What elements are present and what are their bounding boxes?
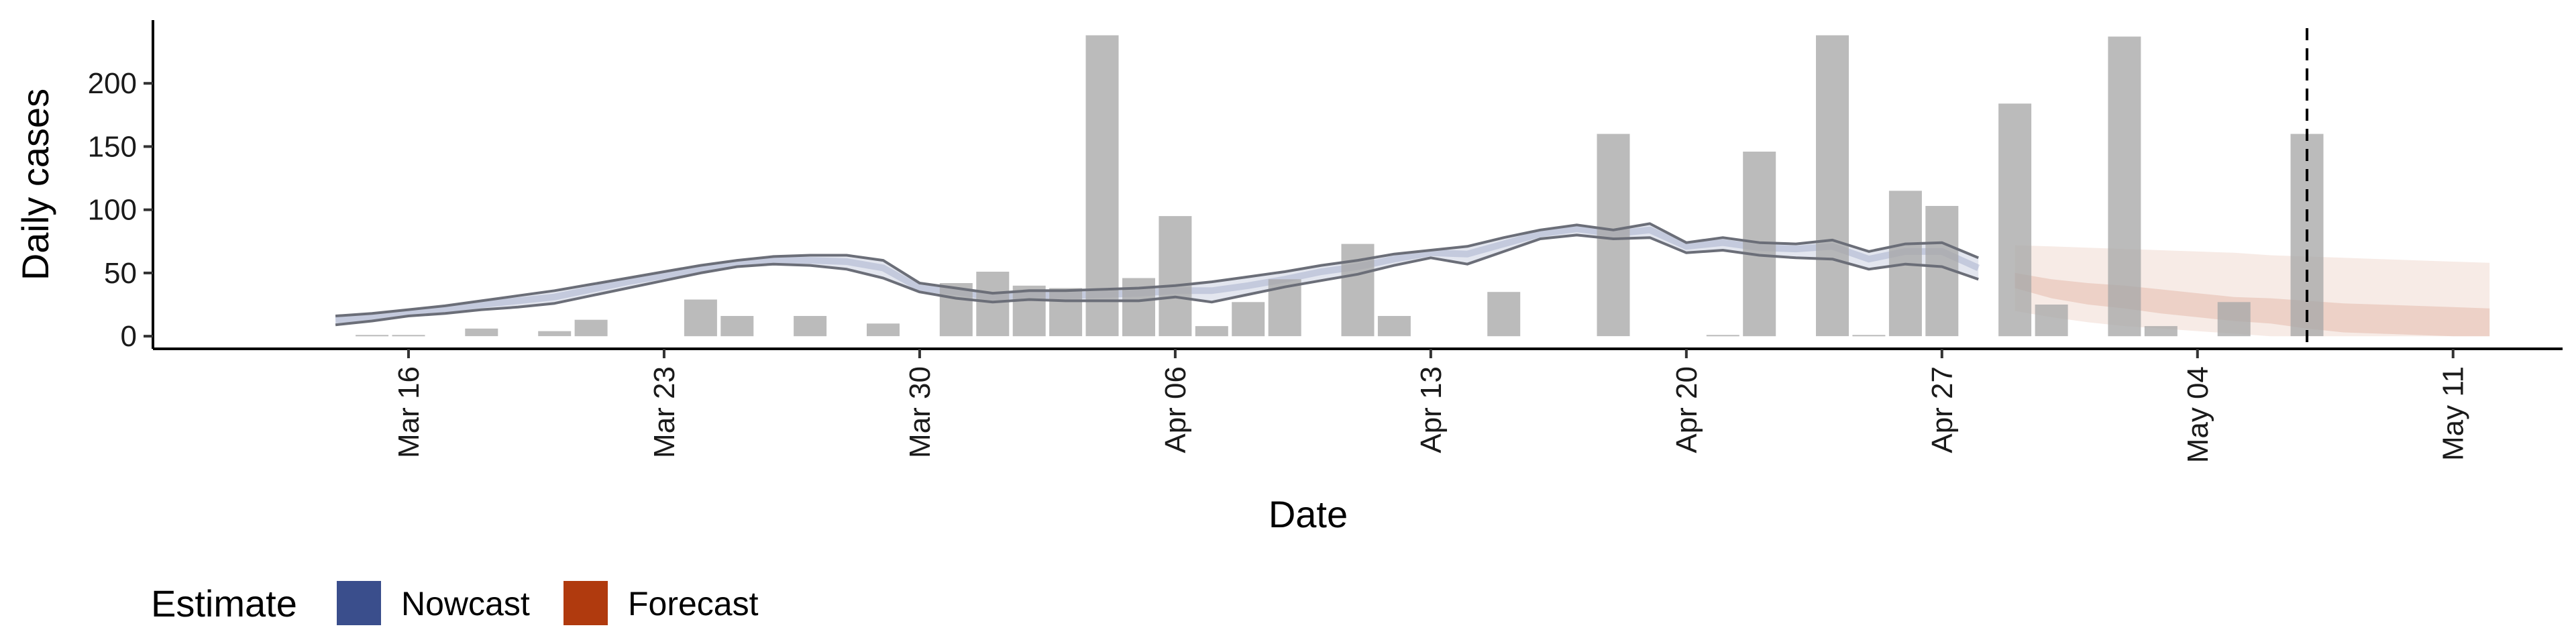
y-tick-label: 0 [121, 320, 137, 353]
bar [867, 323, 900, 337]
bar [356, 335, 389, 337]
bar [1852, 335, 1886, 337]
bar [2217, 302, 2251, 337]
bar [684, 299, 717, 337]
bar [1085, 35, 1119, 337]
bars-layer [356, 35, 2324, 337]
legend: Estimate Nowcast Forecast [151, 581, 759, 625]
bar [1012, 285, 1046, 337]
x-tick-label: Mar 23 [648, 366, 681, 458]
bar [538, 331, 572, 337]
axes: 0 50 100 150 200 Mar 16 Mar 23 Mar 30 Apr 06 Apr … [88, 20, 2563, 463]
legend-label-nowcast: Nowcast [401, 585, 530, 623]
bar [1377, 316, 1411, 337]
y-tick-label: 50 [104, 257, 137, 290]
x-tick-label: May 04 [2182, 366, 2214, 463]
legend-title: Estimate [151, 582, 297, 625]
bar [1597, 133, 1630, 337]
y-tick-label: 200 [88, 67, 137, 100]
legend-key-forecast [564, 581, 608, 625]
bar [1195, 326, 1228, 337]
interval-lines [335, 222, 1979, 327]
bar [976, 272, 1010, 337]
nowcast-median-band [335, 225, 1980, 323]
x-tick-label: Apr 06 [1159, 366, 1192, 453]
legend-key-nowcast [337, 581, 381, 625]
bar [939, 283, 973, 337]
x-tick-label: Mar 16 [392, 366, 425, 458]
bar [1159, 216, 1192, 337]
nowcast-band [335, 223, 1979, 325]
x-axis-title: Date [1269, 493, 1348, 535]
bar [465, 328, 498, 337]
bar [2144, 326, 2178, 337]
x-tick-label: May 11 [2437, 366, 2470, 461]
y-tick-label: 150 [88, 130, 137, 163]
bar [1049, 288, 1083, 337]
x-tick-label: Apr 20 [1670, 366, 1703, 453]
bar [1816, 35, 1849, 337]
x-tick-label: Apr 13 [1415, 366, 1448, 453]
bar [392, 335, 425, 337]
nowcast-lower-line [335, 233, 1979, 327]
bar [720, 316, 754, 337]
x-tick-label: Apr 27 [1926, 366, 1959, 453]
y-axis-title: Daily cases [14, 89, 56, 280]
bar [2108, 36, 2141, 337]
x-tick-label: Mar 30 [904, 366, 936, 458]
uncertainty-bands [335, 223, 2490, 337]
bar [574, 319, 608, 337]
bar [2035, 305, 2068, 337]
bar [1998, 103, 2032, 337]
y-tick-label: 100 [88, 194, 137, 227]
legend-label-forecast: Forecast [628, 585, 759, 623]
bar [1487, 292, 1521, 337]
bar [1232, 302, 1265, 337]
nowcast-upper-line [335, 222, 1979, 317]
bar [1706, 335, 1739, 337]
bar [794, 316, 827, 337]
